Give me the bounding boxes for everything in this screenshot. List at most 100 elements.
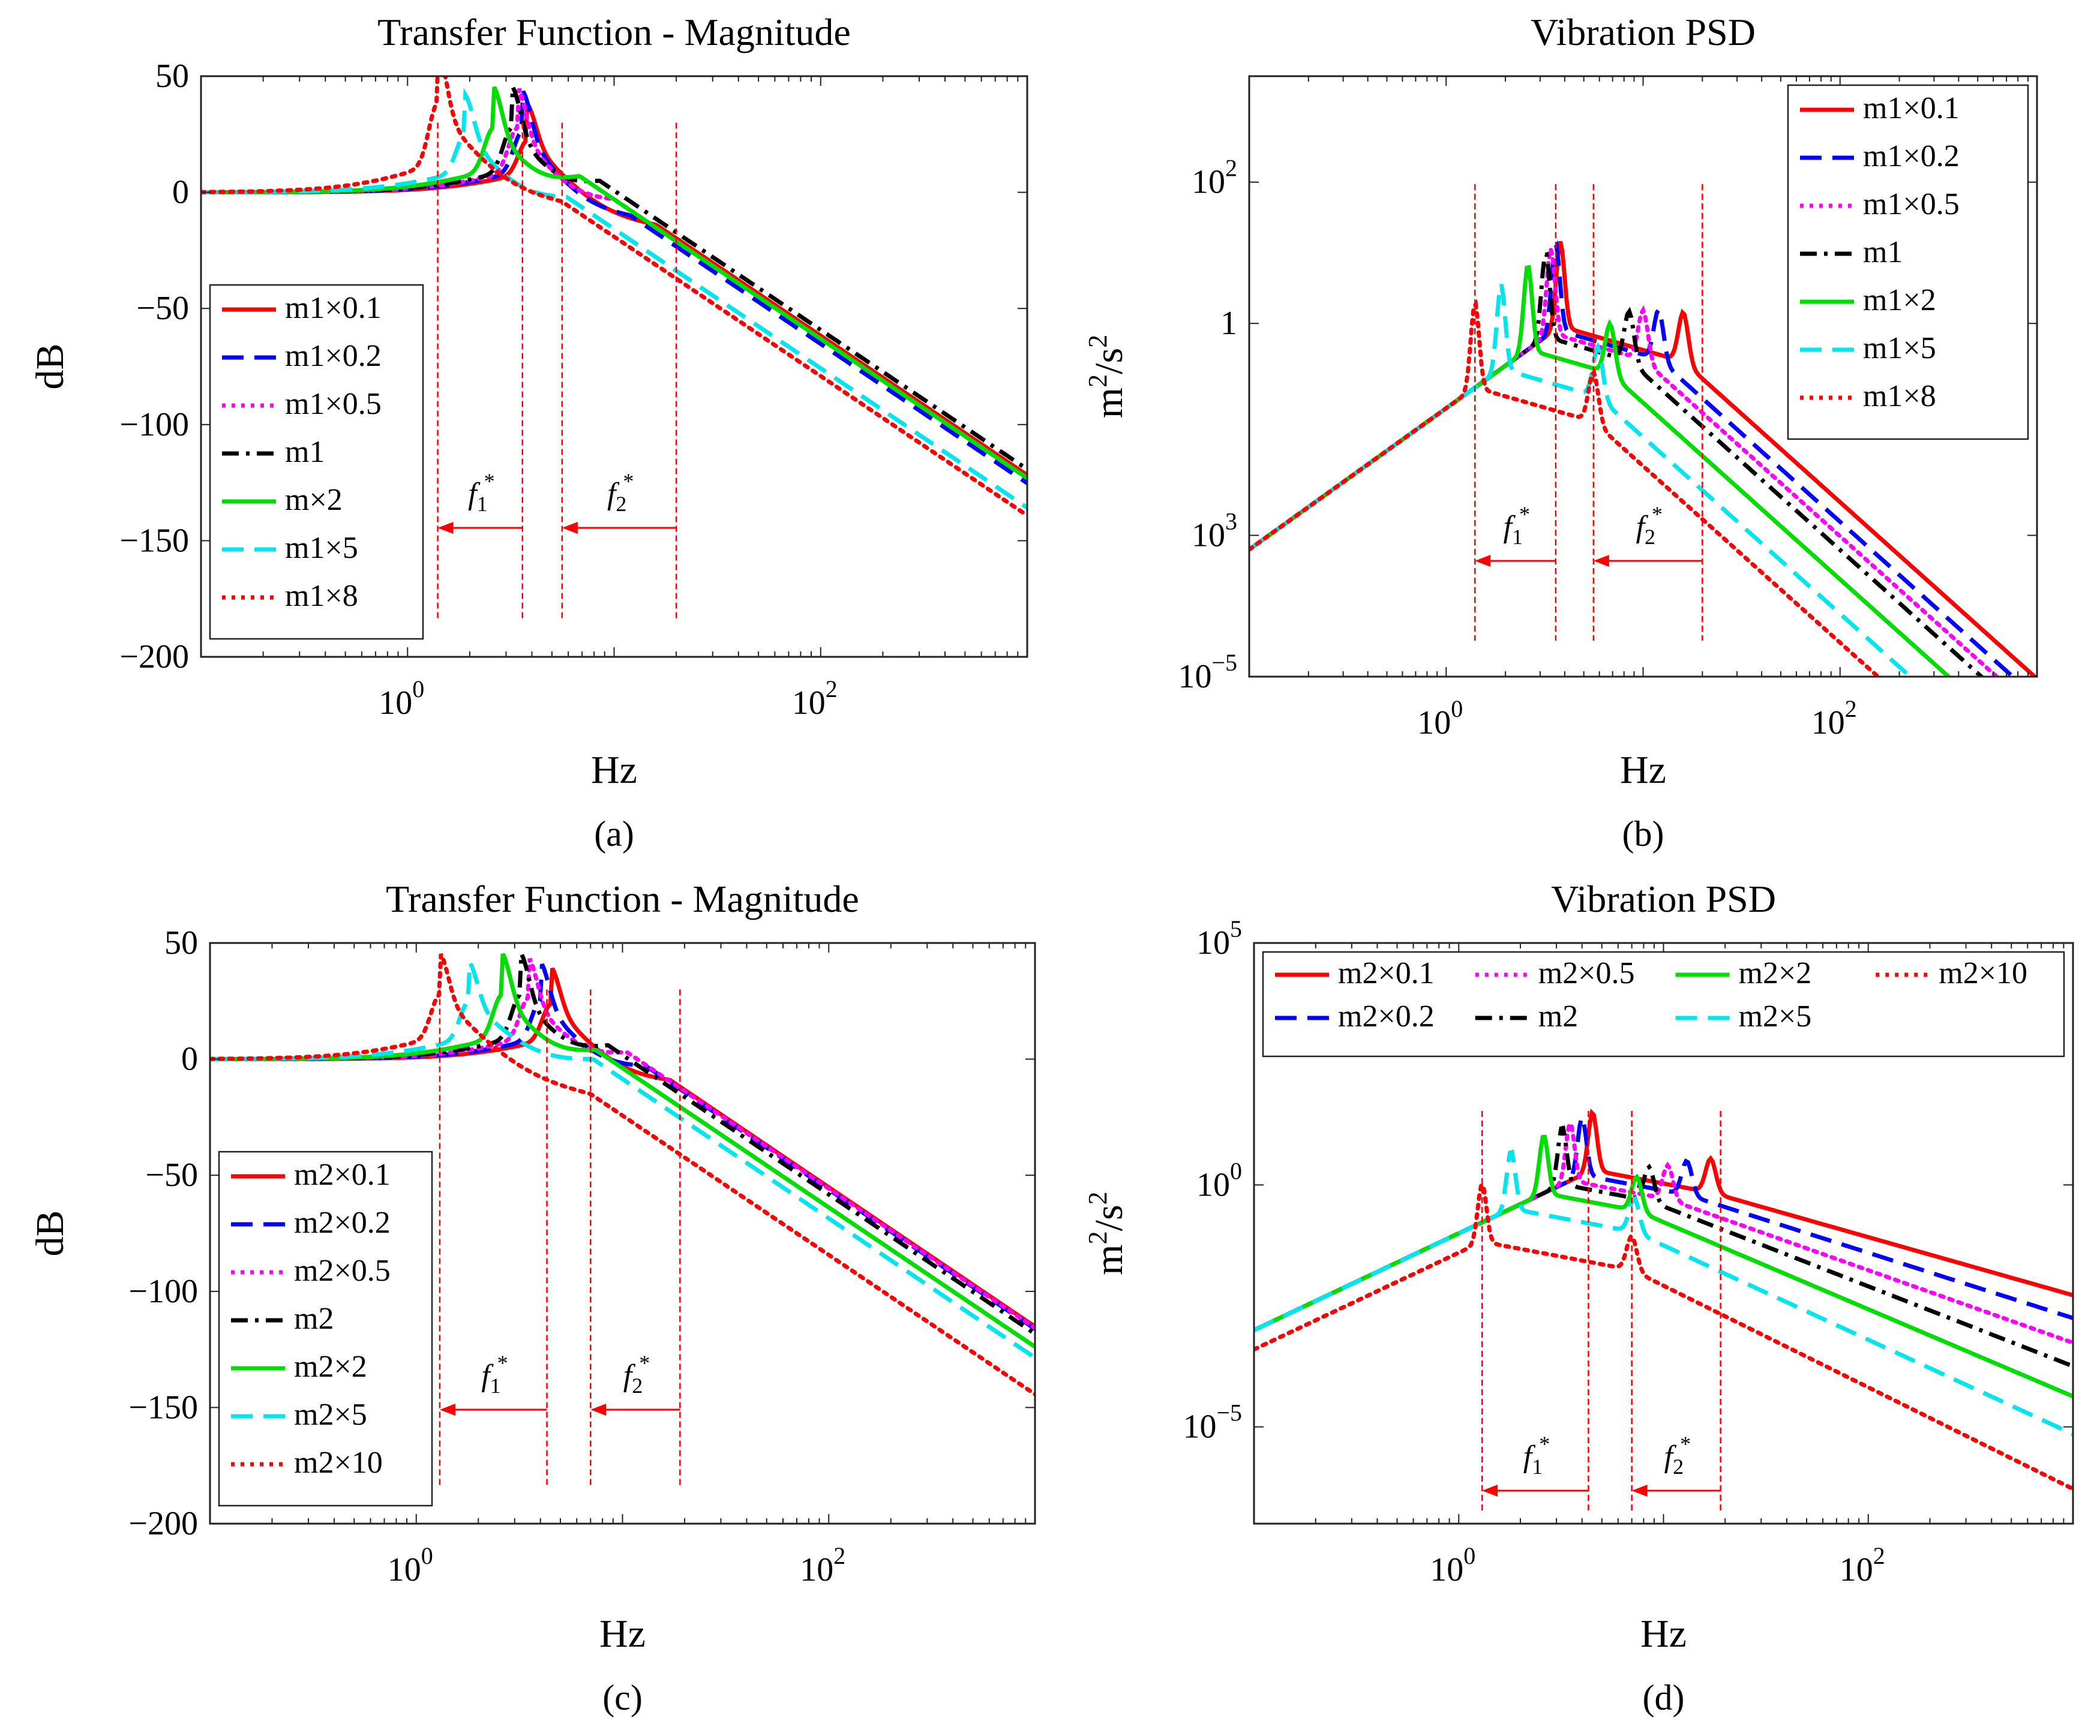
legend-label-3: m2 [1538, 999, 1578, 1034]
y-tick-label-5: −200 [128, 1505, 198, 1542]
legend-label-0: m2×0.1 [294, 1158, 391, 1192]
x-tick-label-1: 102 [1811, 695, 1857, 741]
y-tick-label-2: 103 [1192, 507, 1237, 554]
series-line-3 [1249, 251, 1985, 677]
legend-label-4: m2×2 [294, 1350, 367, 1384]
marker-label-0: f1* [481, 1351, 508, 1398]
panel-c: Transfer Function - Magnitude f1* f2* 100 10… [28, 878, 1036, 1717]
y-tick-label-3: 10−5 [1178, 649, 1237, 695]
legend-label-6: m2×10 [1939, 956, 2027, 990]
legend: m1×0.1 m1×0.2 m1×0.5 m1 m×2 m1×5 m1×8 [209, 284, 424, 640]
marker-label-1: f2* [1636, 502, 1663, 549]
y-tick-label-4: −150 [119, 522, 189, 559]
x-tick-label-0: 100 [388, 1542, 433, 1588]
marker-arrowhead-1 [1593, 555, 1609, 567]
y-tick-label-5: −200 [119, 638, 189, 675]
marker-arrowhead-0 [1482, 1485, 1498, 1497]
marker-label-0: f1* [468, 469, 494, 516]
legend-box [1787, 84, 2029, 440]
y-tick-label-2: −50 [145, 1157, 198, 1194]
x-tick-label-1: 102 [1840, 1542, 1885, 1588]
legend-label-1: m1×0.2 [285, 339, 382, 373]
y-tick-label-1: 0 [172, 174, 189, 211]
y-axis-label: m2/s2 [1083, 1191, 1131, 1275]
legend: m2×0.1 m2×0.2 m2×0.5 m2 m2×2 m2×5 m2×10 [1262, 951, 2065, 1058]
panel-b: Vibration PSD f1* f2* 100 102 102 1 103 10−5 Hz m2… [1083, 11, 2038, 854]
y-tick-label-2: 10−5 [1183, 1399, 1242, 1446]
legend-label-2: m1×0.5 [1863, 187, 1960, 221]
marker-arrowhead-0 [439, 1404, 455, 1416]
plot-area [1249, 240, 2037, 677]
y-tick-label-1: 1 [1220, 305, 1237, 342]
y-tick-label-0: 50 [155, 58, 189, 95]
x-tick-label-1: 102 [800, 1542, 845, 1588]
subplot-label: (c) [602, 1678, 643, 1717]
legend-label-6: m2×10 [294, 1446, 383, 1480]
marker-arrowhead-0 [1475, 555, 1491, 567]
series-line-3 [201, 86, 1027, 471]
marker-label-1: f2* [1664, 1432, 1691, 1479]
y-tick-label-2: −50 [136, 290, 189, 327]
legend-label-6: m1×8 [1863, 379, 1936, 413]
series-line-3 [210, 953, 1035, 1336]
y-tick-label-0: 105 [1196, 915, 1242, 962]
x-tick-label-0: 100 [1417, 695, 1463, 741]
y-axis-label: m2/s2 [1083, 335, 1131, 418]
marker-label-1: f2* [623, 1351, 650, 1398]
series-line-2 [1254, 1121, 2073, 1345]
legend-label-0: m1×0.1 [285, 291, 382, 325]
subplot-label: (d) [1643, 1678, 1685, 1717]
legend: m2×0.1 m2×0.2 m2×0.5 m2 m2×2 m2×5 m2×10 [218, 1151, 433, 1507]
x-tick-label-0: 100 [1430, 1542, 1475, 1588]
x-axis-label: Hz [591, 748, 637, 792]
y-tick-label-0: 50 [164, 924, 198, 962]
series-line-5 [210, 955, 1035, 1360]
series-line-6 [1254, 1181, 2073, 1491]
legend-label-5: m2×5 [1739, 999, 1812, 1034]
marker-label-1: f2* [607, 469, 634, 516]
panel-a: Transfer Function - Magnitude f1* f2* 100 10… [28, 11, 1028, 854]
legend-label-5: m2×5 [294, 1398, 367, 1432]
y-tick-label-4: −150 [128, 1389, 198, 1426]
legend-label-3: m1 [285, 435, 325, 469]
plot-area [1254, 1108, 2073, 1491]
chart-title: Vibration PSD [1531, 11, 1756, 53]
legend-box [1262, 951, 2065, 1058]
panel-d: Vibration PSD f1* f2* 100 102 105 100 10−5 Hz m2/… [1083, 878, 2074, 1717]
plot-area [210, 953, 1035, 1396]
legend-label-1: m2×0.2 [294, 1206, 391, 1240]
series-line-6 [201, 76, 1027, 518]
x-tick-label-1: 102 [792, 675, 838, 722]
series-line-6 [1249, 299, 1882, 677]
series-line-1 [1249, 240, 2016, 677]
legend: m1×0.1 m1×0.2 m1×0.5 m1 m1×2 m1×5 m1×8 [1787, 84, 2029, 440]
subplot-label: (b) [1622, 814, 1664, 854]
legend-label-1: m2×0.2 [1338, 999, 1435, 1034]
series-line-5 [1254, 1149, 2073, 1436]
x-axis-label: Hz [599, 1612, 646, 1656]
legend-label-0: m2×0.1 [1338, 956, 1435, 990]
marker-arrowhead-1 [590, 1404, 607, 1416]
legend-box [218, 1151, 433, 1507]
chart-title: Transfer Function - Magnitude [377, 11, 851, 53]
marker-arrowhead-0 [437, 522, 454, 534]
legend-label-2: m1×0.5 [285, 387, 382, 421]
legend-label-3: m1 [1863, 235, 1903, 269]
legend-label-5: m1×5 [285, 531, 358, 565]
series-line-5 [201, 88, 1027, 510]
marker-label-0: f1* [1523, 1432, 1550, 1479]
legend-box [209, 284, 424, 640]
y-tick-label-1: 0 [181, 1041, 198, 1078]
y-tick-label-0: 102 [1192, 155, 1237, 201]
legend-label-4: m1×2 [1863, 283, 1936, 317]
marker-label-0: f1* [1504, 502, 1530, 549]
y-axis-label: dB [28, 343, 72, 389]
y-tick-label-3: −100 [119, 406, 189, 443]
x-axis-label: Hz [1620, 748, 1666, 792]
y-tick-label-1: 100 [1196, 1157, 1242, 1203]
legend-label-0: m1×0.1 [1863, 91, 1960, 125]
legend-label-2: m2×0.5 [294, 1254, 391, 1288]
plot-area [201, 76, 1027, 518]
chart-title: Transfer Function - Magnitude [386, 878, 859, 920]
